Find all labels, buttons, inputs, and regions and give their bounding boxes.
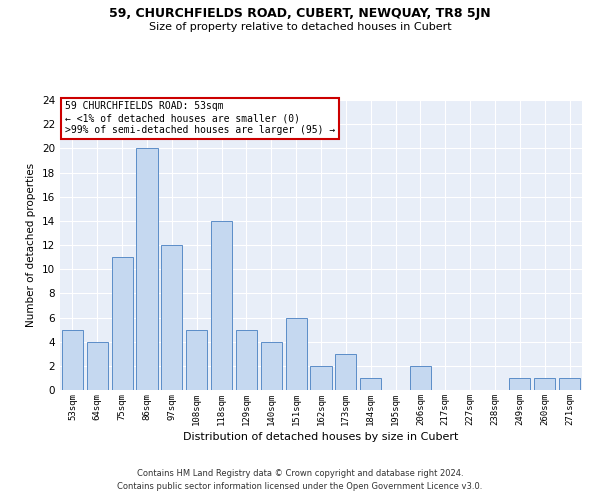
Bar — [509, 378, 530, 390]
Bar — [286, 318, 307, 390]
Bar — [161, 245, 182, 390]
Y-axis label: Number of detached properties: Number of detached properties — [26, 163, 37, 327]
Bar — [335, 354, 356, 390]
Bar — [261, 342, 282, 390]
Text: 59, CHURCHFIELDS ROAD, CUBERT, NEWQUAY, TR8 5JN: 59, CHURCHFIELDS ROAD, CUBERT, NEWQUAY, … — [109, 8, 491, 20]
Bar — [534, 378, 555, 390]
Bar — [186, 330, 207, 390]
Bar — [360, 378, 381, 390]
Bar — [62, 330, 83, 390]
Text: Distribution of detached houses by size in Cubert: Distribution of detached houses by size … — [184, 432, 458, 442]
Bar — [410, 366, 431, 390]
Bar — [310, 366, 332, 390]
Text: 59 CHURCHFIELDS ROAD: 53sqm
← <1% of detached houses are smaller (0)
>99% of sem: 59 CHURCHFIELDS ROAD: 53sqm ← <1% of det… — [65, 102, 335, 134]
Bar — [236, 330, 257, 390]
Bar — [211, 221, 232, 390]
Text: Size of property relative to detached houses in Cubert: Size of property relative to detached ho… — [149, 22, 451, 32]
Text: Contains public sector information licensed under the Open Government Licence v3: Contains public sector information licen… — [118, 482, 482, 491]
Bar — [87, 342, 108, 390]
Bar — [112, 257, 133, 390]
Bar — [136, 148, 158, 390]
Bar — [559, 378, 580, 390]
Text: Contains HM Land Registry data © Crown copyright and database right 2024.: Contains HM Land Registry data © Crown c… — [137, 468, 463, 477]
